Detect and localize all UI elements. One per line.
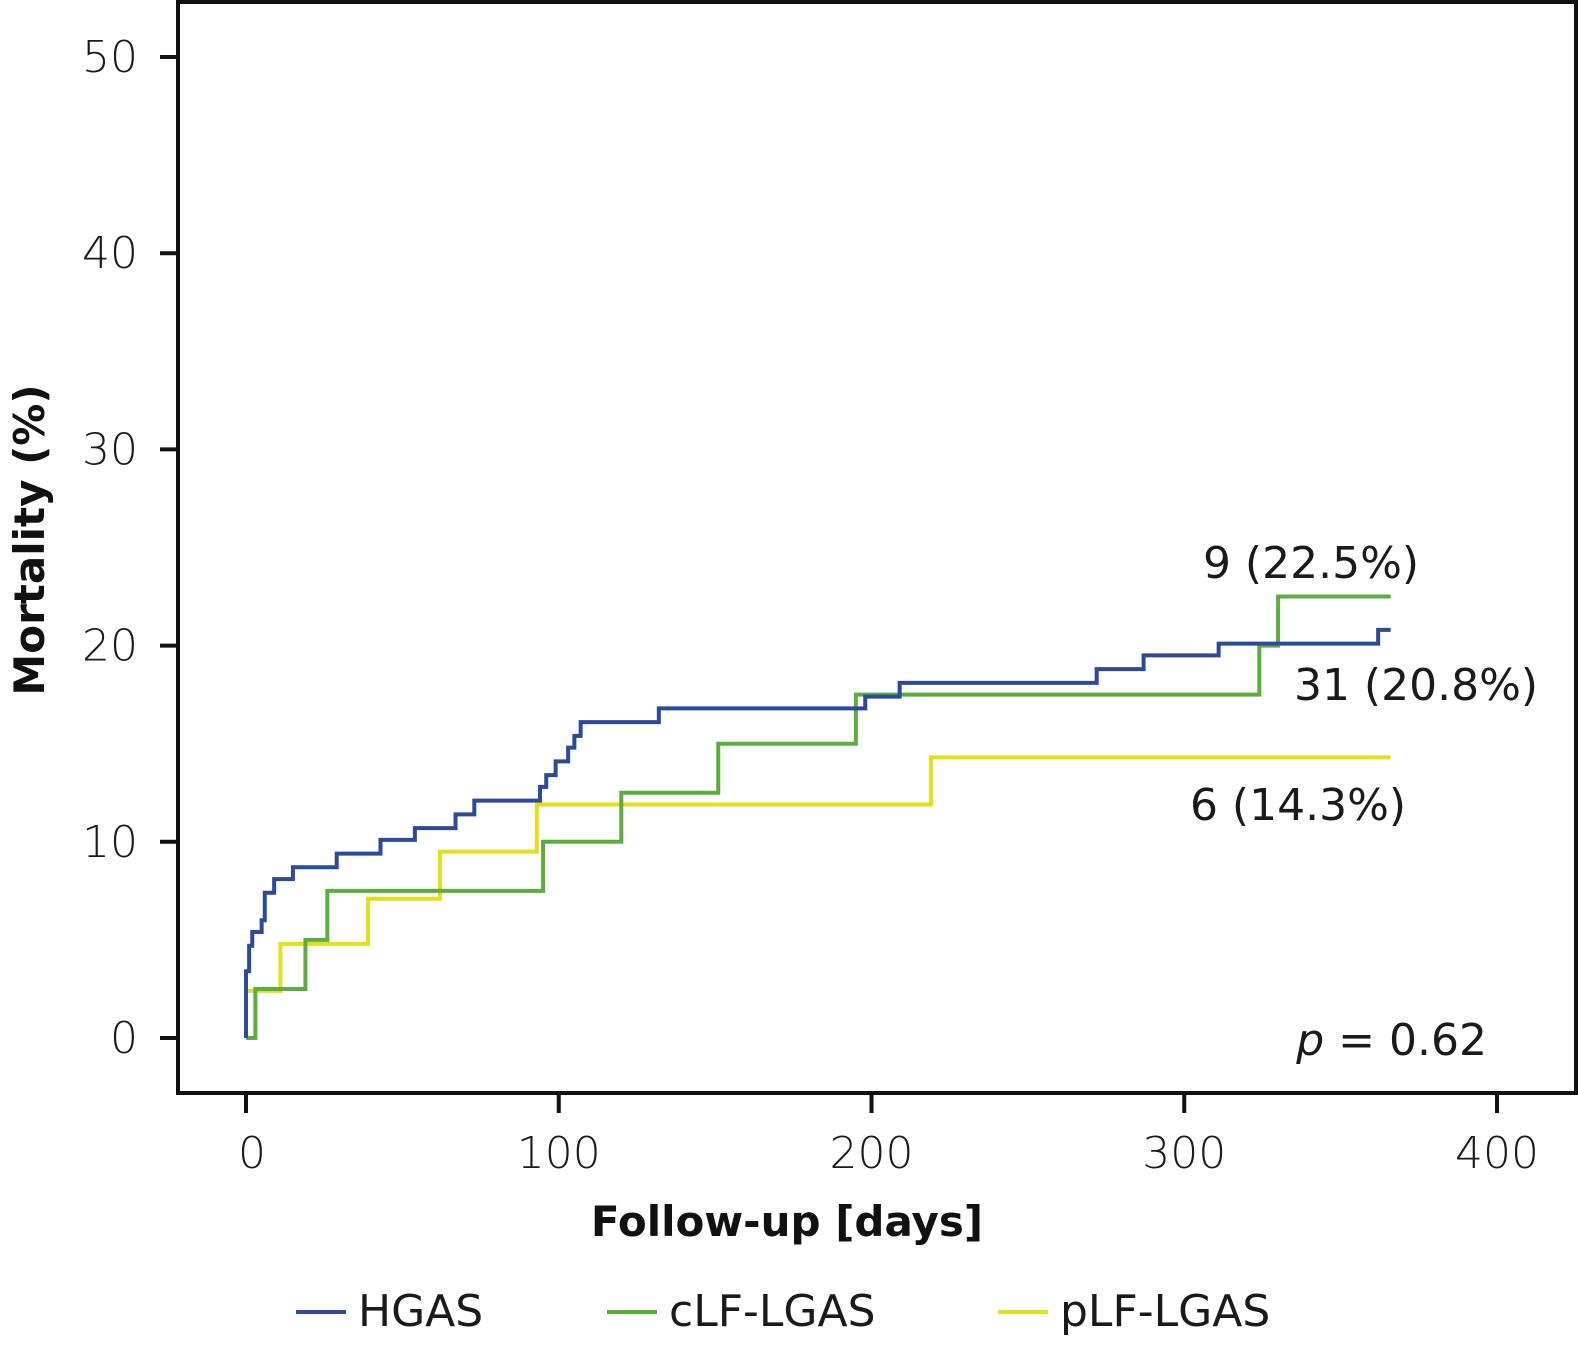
x-axis-title: Follow-up [days] (591, 1197, 983, 1246)
p-value-text: = 0.62 (1324, 1015, 1487, 1066)
x-tick-label: 100 (517, 1128, 601, 1179)
y-tick-label: 40 (82, 228, 138, 279)
legend-item-clf-lgas: cLF-LGAS (607, 1286, 876, 1337)
legend-item-plf-lgas: pLF-LGAS (998, 1286, 1270, 1337)
x-axis: 0 100 200 300 400 (238, 1093, 1539, 1179)
p-value-label: p = 0.62 (1295, 1015, 1487, 1066)
p-value-symbol: p (1295, 1015, 1324, 1066)
series-line-clf-lgas (246, 594, 1391, 1040)
series-layer (244, 594, 1391, 1040)
legend-label: pLF-LGAS (1060, 1286, 1270, 1337)
y-axis-title: Mortality (%) (5, 384, 54, 695)
y-tick-label: 0 (110, 1013, 138, 1064)
x-tick-label: 200 (830, 1128, 914, 1179)
legend-item-hgas: HGAS (296, 1286, 483, 1337)
legend-label: cLF-LGAS (669, 1286, 876, 1337)
y-tick-label: 50 (82, 32, 138, 83)
legend-label: HGAS (358, 1286, 483, 1337)
series-line-hgas (244, 627, 1391, 1038)
y-tick-label: 10 (82, 817, 138, 868)
x-tick-label: 0 (238, 1128, 266, 1179)
annotations: 9 (22.5%) 31 (20.8%) 6 (14.3%) (1190, 538, 1538, 831)
y-tick-label: 20 (82, 621, 138, 672)
plot-frame (176, 0, 1578, 1095)
y-axis: 0 10 20 30 40 50 (82, 32, 178, 1064)
x-tick-label: 400 (1455, 1128, 1539, 1179)
x-tick-label: 300 (1142, 1128, 1226, 1179)
end-label-clf-lgas: 9 (22.5%) (1203, 538, 1419, 589)
legend: HGAS cLF-LGAS pLF-LGAS (296, 1286, 1270, 1337)
end-label-hgas: 31 (20.8%) (1294, 660, 1538, 711)
end-label-plf-lgas: 6 (14.3%) (1190, 780, 1406, 831)
y-tick-label: 30 (82, 424, 138, 475)
